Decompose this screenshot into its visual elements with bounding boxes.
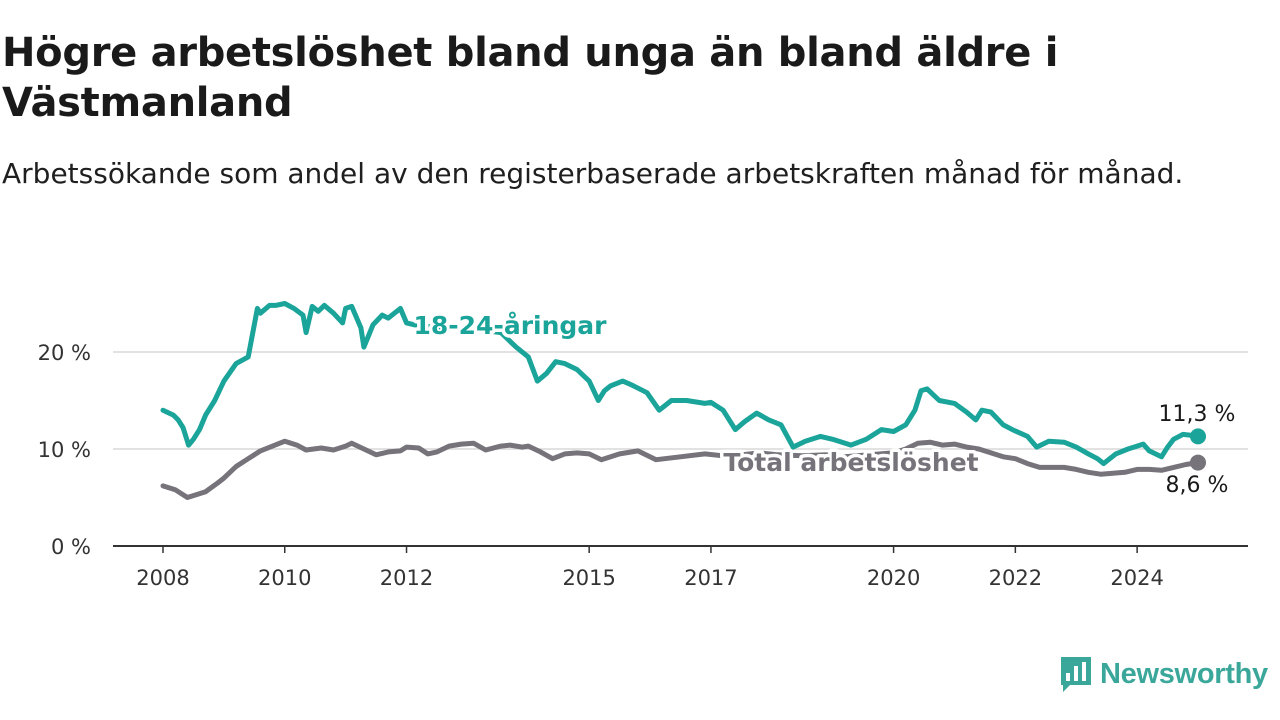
series-label-youth-halo: 18-24-åringar <box>414 311 608 340</box>
y-tick-label: 10 % <box>38 438 91 462</box>
x-tick-label: 2010 <box>258 566 311 590</box>
series-line-total <box>160 438 1201 500</box>
chart-subtitle: Arbetssökande som andel av den registerb… <box>2 157 1184 190</box>
y-tick-label: 20 % <box>38 341 91 365</box>
series-end-point-total <box>1190 454 1206 471</box>
x-tick-label: 2012 <box>380 566 433 590</box>
series-label-total: Total arbetslöshet <box>723 448 978 477</box>
x-tick-label: 2022 <box>989 566 1042 590</box>
x-tick-label: 2017 <box>684 566 737 590</box>
y-tick-label: 0 % <box>51 535 91 559</box>
end-value-label-youth: 11,3 % <box>1159 402 1236 427</box>
logo-text: Newsworthy <box>1100 657 1268 690</box>
chart-title: Högre arbetslöshet bland unga än bland ä… <box>2 30 1059 126</box>
x-tick-label: 2020 <box>867 566 920 590</box>
x-tick-label: 2015 <box>562 566 615 590</box>
newsworthy-logo: Newsworthy <box>1058 654 1268 694</box>
end-value-label-total: 8,6 % <box>1166 473 1229 498</box>
series-label-youth: 18-24-åringar <box>414 311 608 340</box>
newsworthy-logo-icon <box>1061 657 1091 692</box>
series-label-total-halo: Total arbetslöshet <box>723 448 978 477</box>
series-line-youth <box>160 301 1201 467</box>
x-tick-label: 2024 <box>1110 566 1163 590</box>
series-end-point-youth <box>1190 428 1206 445</box>
x-tick-label: 2008 <box>136 566 189 590</box>
